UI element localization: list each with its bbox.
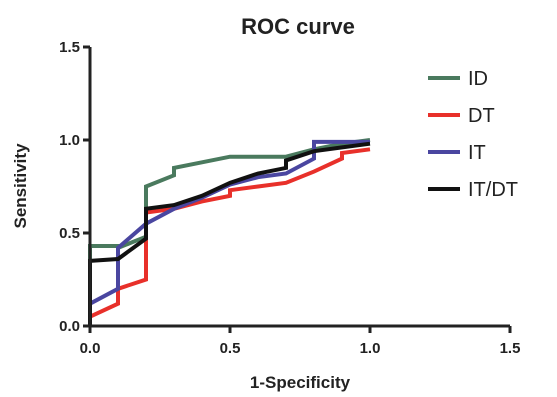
y-axis-ticks: 0.0 0.5 1.0 1.5: [59, 39, 90, 335]
x-axis-label: 1-Specificity: [250, 373, 351, 392]
legend-label: DT: [468, 105, 495, 127]
chart-title: ROC curve: [241, 14, 355, 39]
y-tick-label: 0.0: [59, 318, 80, 335]
y-tick-label: 1.5: [59, 39, 80, 56]
legend-label: IT: [468, 142, 486, 164]
x-tick-label: 1.0: [360, 340, 381, 357]
series-lines: [88, 138, 371, 326]
series-line-it-dt: [88, 141, 371, 326]
axes: [88, 47, 510, 328]
y-tick-label: 0.5: [59, 225, 80, 242]
x-tick-label: 1.5: [500, 340, 521, 357]
series-line-dt: [89, 147, 371, 319]
y-axis-label: Sensitivity: [11, 143, 30, 229]
legend-label: ID: [468, 68, 488, 90]
legend: ID DT IT IT/DT: [428, 68, 518, 201]
x-tick-label: 0.5: [220, 340, 241, 357]
legend-label: IT/DT: [468, 179, 518, 201]
y-tick-label: 1.0: [59, 132, 80, 149]
x-tick-label: 0.0: [80, 340, 101, 357]
x-axis-ticks: 0.0 0.5 1.0 1.5: [80, 326, 521, 357]
series-line-id: [88, 138, 371, 326]
